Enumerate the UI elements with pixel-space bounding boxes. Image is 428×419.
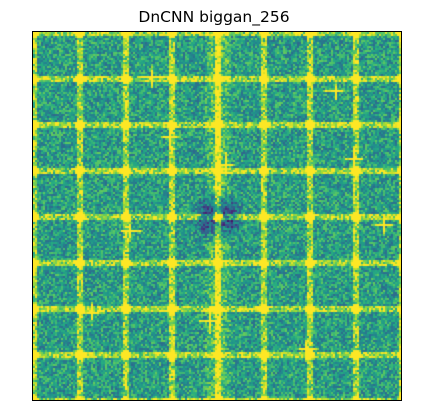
spectrum-image-frame bbox=[32, 31, 402, 401]
plot-title: DnCNN biggan_256 bbox=[138, 8, 290, 26]
fourier-spectrum-image bbox=[33, 32, 401, 400]
